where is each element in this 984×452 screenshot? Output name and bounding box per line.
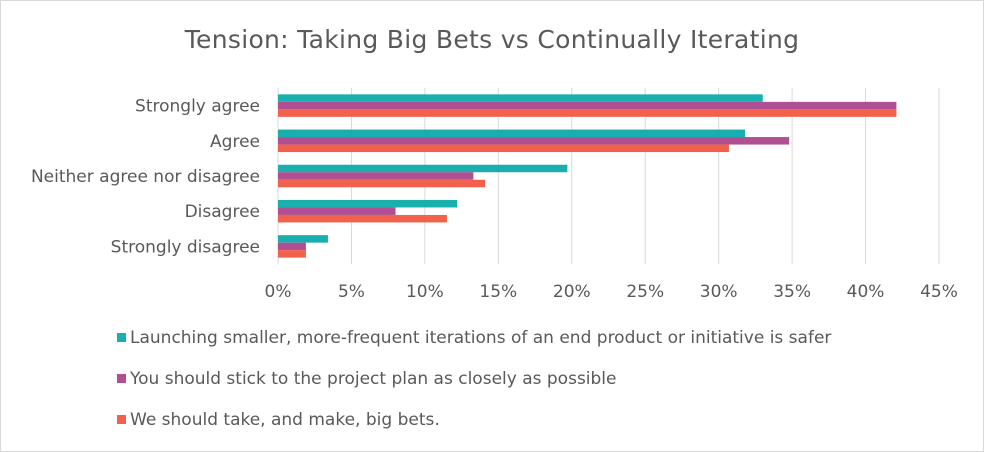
bar: [278, 109, 897, 117]
bar: [278, 179, 486, 188]
x-tick-label: 45%: [920, 282, 958, 302]
bar: [278, 172, 474, 180]
bar: [278, 242, 306, 251]
bar: [278, 235, 328, 243]
bar: [278, 250, 306, 258]
x-tick-label: 20%: [553, 282, 591, 302]
x-tick-label: 5%: [338, 282, 365, 302]
x-tick-label: 25%: [626, 282, 664, 302]
x-tick-label: 35%: [773, 282, 811, 302]
x-tick-label: 40%: [847, 282, 885, 302]
bar: [278, 101, 897, 110]
bar: [278, 137, 790, 145]
legend-label: Launching smaller, more-frequent iterati…: [130, 328, 832, 348]
category-labels: Strongly agree Agree Neither agree nor dis…: [31, 97, 260, 258]
bar: [278, 199, 458, 208]
category-label: Strongly agree: [135, 97, 260, 117]
bar: [278, 144, 729, 153]
x-tick-label: 0%: [265, 282, 292, 302]
bars: [278, 94, 897, 258]
legend-swatch: [117, 415, 126, 424]
category-label: Neither agree nor disagree: [31, 167, 260, 187]
legend-label: We should take, and make, big bets.: [130, 410, 440, 430]
legend-item: Launching smaller, more-frequent iterati…: [117, 327, 831, 368]
legend: Launching smaller, more-frequent iterati…: [117, 327, 831, 450]
chart-title: Tension: Taking Big Bets vs Continually …: [184, 25, 800, 54]
bar: [278, 94, 763, 102]
category-label: Disagree: [185, 202, 260, 222]
bar: [278, 164, 568, 173]
legend-label: You should stick to the project plan as …: [130, 369, 617, 389]
x-tick-label: 30%: [700, 282, 738, 302]
bar: [278, 207, 396, 215]
category-label: Strongly disagree: [111, 237, 260, 257]
bar: [278, 129, 746, 138]
legend-swatch: [117, 333, 126, 342]
legend-item: We should take, and make, big bets.: [117, 409, 831, 450]
x-tick-label: 10%: [406, 282, 444, 302]
legend-item: You should stick to the project plan as …: [117, 368, 831, 409]
x-tick-label: 15%: [479, 282, 517, 302]
bar-chart: Strongly agree Agree Neither agree nor dis…: [31, 88, 958, 302]
legend-swatch: [117, 374, 126, 383]
category-label: Agree: [210, 132, 260, 152]
x-tick-labels: 0% 5% 10% 15% 20% 25% 30% 35% 40% 45%: [265, 282, 958, 302]
bar: [278, 214, 447, 223]
